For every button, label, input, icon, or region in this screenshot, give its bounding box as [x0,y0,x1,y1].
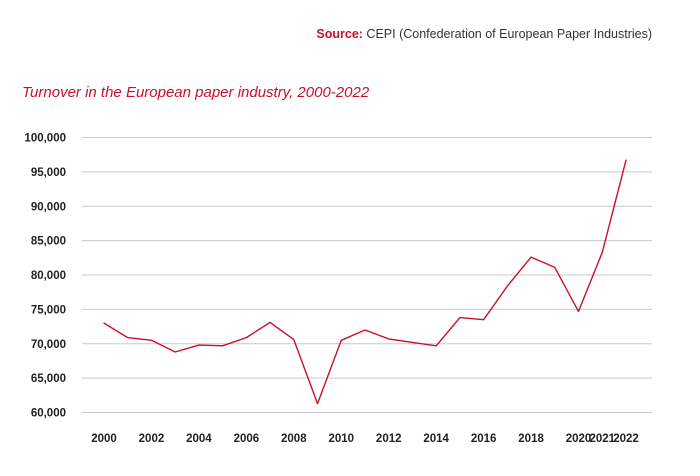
data-point [316,402,319,405]
x-tick-label: 2018 [518,433,544,445]
x-tick-label: 2012 [376,433,402,445]
y-tick-label: 75,000 [31,304,66,316]
data-point [292,338,295,341]
y-tick-label: 95,000 [31,167,66,179]
data-point [340,339,343,342]
data-point [150,339,153,342]
y-tick-label: 70,000 [31,339,66,351]
y-tick-label: 65,000 [31,373,66,385]
y-tick-label: 60,000 [31,408,66,420]
source-label: Source: [316,27,363,41]
data-point [364,329,367,332]
x-tick-label: 2020 [566,433,592,445]
data-point [435,344,438,347]
x-tick-label: 2010 [328,433,354,445]
data-point [530,256,533,259]
x-tick-label: 2016 [471,433,497,445]
x-tick-label: 2004 [186,433,212,445]
data-point [245,336,248,339]
data-point [103,322,106,325]
x-tick-label: 2022 [613,433,639,445]
data-point [601,251,604,254]
y-tick-label: 80,000 [31,270,66,282]
data-point [387,337,390,340]
x-tick-label: 2006 [234,433,260,445]
data-point [577,310,580,313]
x-tick-label: 2014 [423,433,449,445]
y-tick-label: 90,000 [31,201,66,213]
data-point [458,316,461,319]
data-point [482,318,485,321]
data-point [506,285,509,288]
y-tick-label: 85,000 [31,236,66,248]
data-point [221,344,224,347]
x-tick-label: 2008 [281,433,307,445]
data-point [269,321,272,324]
data-point [625,159,628,162]
chart-title: Turnover in the European paper industry,… [22,84,370,101]
data-point [411,341,414,344]
data-point [174,351,177,354]
x-tick-label: 2002 [139,433,165,445]
data-point [126,336,129,339]
x-tick-label: 2021 [589,433,615,445]
y-tick-label: 100,000 [24,133,66,145]
data-point [197,344,200,347]
data-point [553,266,556,269]
series-line [103,159,627,405]
x-tick-label: 2000 [91,433,117,445]
source-note: Source: CEPI (Confederation of European … [316,27,652,41]
source-text: CEPI (Confederation of European Paper In… [366,27,652,41]
